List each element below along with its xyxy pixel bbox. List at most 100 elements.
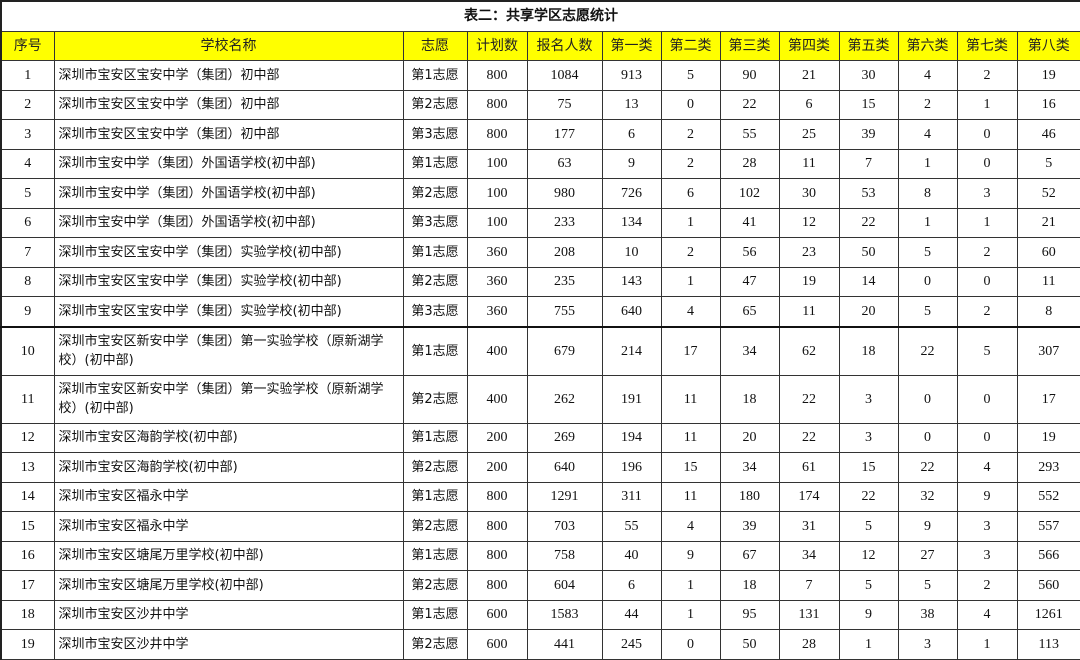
table-cell: 102 bbox=[719, 178, 780, 209]
table-cell: 60 bbox=[1016, 237, 1080, 268]
table-cell: 0 bbox=[897, 422, 958, 453]
table-cell: 17 bbox=[1016, 374, 1080, 424]
table-cell: 800 bbox=[466, 89, 528, 120]
school-name-cell: 深圳市宝安区新安中学（集团）第一实验学校（原新湖学校）(初中部) bbox=[53, 374, 404, 424]
table-cell: 19 bbox=[1016, 60, 1080, 91]
table-row: 13 深圳市宝安区海韵学校(初中部) 第2志愿 200 640 196 15 34 61 15 22… bbox=[0, 452, 1080, 483]
table-cell: 13 bbox=[0, 452, 55, 483]
table-cell: 20 bbox=[838, 296, 899, 327]
column-header: 第四类 bbox=[778, 31, 840, 61]
table-cell: 2 bbox=[956, 570, 1018, 601]
preference-cell: 第1志愿 bbox=[402, 599, 468, 630]
table-cell: 63 bbox=[526, 148, 603, 179]
table-cell: 2 bbox=[660, 237, 721, 268]
table-cell: 800 bbox=[466, 119, 528, 150]
table-cell: 10 bbox=[601, 237, 662, 268]
table-cell: 22 bbox=[719, 89, 780, 120]
table-row: 15 深圳市宝安区福永中学 第2志愿 800 703 55 4 39 31 5 9 3 557 bbox=[0, 511, 1080, 542]
preference-cell: 第2志愿 bbox=[402, 178, 468, 209]
table-cell: 640 bbox=[601, 296, 662, 327]
table-cell: 20 bbox=[719, 422, 780, 453]
table-cell: 9 bbox=[660, 540, 721, 571]
table-cell: 38 bbox=[897, 599, 958, 630]
table-cell: 12 bbox=[838, 540, 899, 571]
table-cell: 293 bbox=[1016, 452, 1080, 483]
table-cell: 7 bbox=[778, 570, 840, 601]
table-cell: 17 bbox=[0, 570, 55, 601]
table-cell: 131 bbox=[778, 599, 840, 630]
table-cell: 100 bbox=[466, 178, 528, 209]
table-cell: 143 bbox=[601, 266, 662, 297]
table-row: 1 深圳市宝安区宝安中学（集团）初中部 第1志愿 800 1084 913 5 90 21 30 4… bbox=[0, 60, 1080, 91]
table-row: 8 深圳市宝安区宝安中学（集团）实验学校(初中部) 第2志愿 360 235 143 1 47… bbox=[0, 266, 1080, 297]
table-cell: 34 bbox=[778, 540, 840, 571]
table-cell: 67 bbox=[719, 540, 780, 571]
table-cell: 4 bbox=[956, 599, 1018, 630]
table-cell: 2 bbox=[956, 237, 1018, 268]
table-cell: 1 bbox=[956, 629, 1018, 660]
column-header: 第八类 bbox=[1016, 31, 1080, 61]
table-cell: 604 bbox=[526, 570, 603, 601]
table-cell: 174 bbox=[778, 481, 840, 512]
table-cell: 1 bbox=[897, 148, 958, 179]
table-cell: 800 bbox=[466, 60, 528, 91]
table-cell: 134 bbox=[601, 207, 662, 238]
table-cell: 53 bbox=[838, 178, 899, 209]
table-cell: 50 bbox=[719, 629, 780, 660]
table-cell: 360 bbox=[466, 296, 528, 327]
table-cell: 0 bbox=[956, 119, 1018, 150]
table-cell: 800 bbox=[466, 511, 528, 542]
table-cell: 1 bbox=[956, 207, 1018, 238]
table-cell: 55 bbox=[719, 119, 780, 150]
table-cell: 55 bbox=[601, 511, 662, 542]
school-name-cell: 深圳市宝安区沙井中学 bbox=[53, 599, 404, 630]
preference-cell: 第2志愿 bbox=[402, 511, 468, 542]
table-cell: 41 bbox=[719, 207, 780, 238]
preference-cell: 第2志愿 bbox=[402, 374, 468, 424]
school-name-cell: 深圳市宝安区宝安中学（集团）实验学校(初中部) bbox=[53, 266, 404, 297]
table-cell: 0 bbox=[956, 148, 1018, 179]
table-cell: 441 bbox=[526, 629, 603, 660]
table-cell: 16 bbox=[1016, 89, 1080, 120]
table-cell: 18 bbox=[719, 374, 780, 424]
school-name-cell: 深圳市宝安区福永中学 bbox=[53, 481, 404, 512]
table-cell: 1 bbox=[660, 266, 721, 297]
table-cell: 113 bbox=[1016, 629, 1080, 660]
table-cell: 30 bbox=[778, 178, 840, 209]
table-row: 12 深圳市宝安区海韵学校(初中部) 第1志愿 200 269 194 11 20 22 3 0 0 1… bbox=[0, 422, 1080, 453]
preference-cell: 第1志愿 bbox=[402, 481, 468, 512]
table-cell: 8 bbox=[897, 178, 958, 209]
table-cell: 758 bbox=[526, 540, 603, 571]
table-cell: 1 bbox=[660, 599, 721, 630]
table-row: 18 深圳市宝安区沙井中学 第1志愿 600 1583 44 1 95 131 9 38 4 1261 bbox=[0, 599, 1080, 630]
table-row: 9 深圳市宝安区宝安中学（集团）实验学校(初中部) 第3志愿 360 755 640 4 65… bbox=[0, 296, 1080, 327]
school-name-cell: 深圳市宝安区沙井中学 bbox=[53, 629, 404, 660]
table-cell: 65 bbox=[719, 296, 780, 327]
column-header: 学校名称 bbox=[53, 31, 404, 61]
table-cell: 8 bbox=[1016, 296, 1080, 327]
table-cell: 5 bbox=[1016, 148, 1080, 179]
table-cell: 9 bbox=[897, 511, 958, 542]
table-cell: 12 bbox=[778, 207, 840, 238]
table-cell: 14 bbox=[0, 481, 55, 512]
table-cell: 2 bbox=[660, 148, 721, 179]
preference-cell: 第2志愿 bbox=[402, 266, 468, 297]
table-cell: 200 bbox=[466, 452, 528, 483]
table-cell: 800 bbox=[466, 540, 528, 571]
table-cell: 755 bbox=[526, 296, 603, 327]
table-cell: 11 bbox=[660, 481, 721, 512]
table-cell: 5 bbox=[0, 178, 55, 209]
table-cell: 15 bbox=[838, 89, 899, 120]
table-cell: 2 bbox=[897, 89, 958, 120]
table-row: 4 深圳市宝安中学（集团）外国语学校(初中部) 第1志愿 100 63 9 2 28 11 7 1 0… bbox=[0, 148, 1080, 179]
table-cell: 5 bbox=[897, 237, 958, 268]
table-cell: 311 bbox=[601, 481, 662, 512]
table-cell: 28 bbox=[719, 148, 780, 179]
table-cell: 7 bbox=[838, 148, 899, 179]
column-header: 计划数 bbox=[466, 31, 528, 61]
table-cell: 46 bbox=[1016, 119, 1080, 150]
table-cell: 11 bbox=[660, 374, 721, 424]
school-name-cell: 深圳市宝安中学（集团）外国语学校(初中部) bbox=[53, 148, 404, 179]
table-cell: 62 bbox=[778, 325, 840, 376]
